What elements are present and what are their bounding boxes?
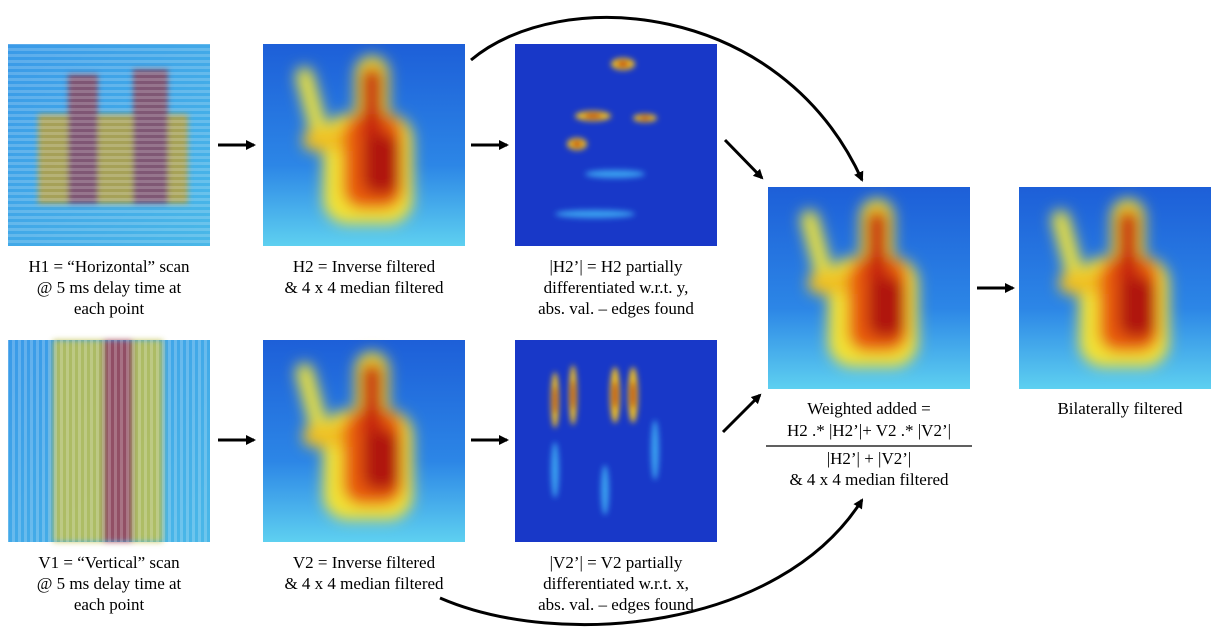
- heatmap-panel: [515, 340, 717, 542]
- edge-core: [553, 386, 557, 414]
- heatmap-panel: [768, 187, 970, 389]
- caption-line: differentiated w.r.t. x,: [543, 574, 689, 593]
- blob: [868, 277, 904, 337]
- caption-line: Bilaterally filtered: [1057, 399, 1183, 418]
- caption-line: differentiated w.r.t. y,: [544, 278, 689, 297]
- edge-blob: [555, 210, 635, 218]
- stripes: [8, 44, 210, 246]
- caption-line: H1 = “Horizontal” scan: [28, 257, 190, 276]
- blob: [363, 430, 399, 490]
- caption-line: & 4 x 4 median filtered: [284, 574, 444, 593]
- heatmap-panel: [515, 44, 717, 246]
- edge-core: [572, 141, 582, 147]
- edge-core: [631, 381, 636, 409]
- edge-core: [613, 381, 618, 409]
- edge-core: [617, 61, 629, 67]
- caption-line: |V2’| = V2 partially: [550, 553, 683, 572]
- heatmap-panel: [263, 340, 465, 542]
- heatmap-panel: [1019, 187, 1211, 389]
- arrow: [723, 395, 760, 432]
- caption-note: & 4 x 4 median filtered: [789, 470, 949, 489]
- edge-core: [639, 116, 651, 120]
- edge-blob: [601, 465, 609, 515]
- caption-line: H2 = Inverse filtered: [293, 257, 436, 276]
- edge-blob: [585, 170, 645, 178]
- caption-line: Weighted added =: [807, 399, 930, 418]
- caption-line: @ 5 ms delay time at: [37, 574, 182, 593]
- arrow: [725, 140, 762, 178]
- caption-line: & 4 x 4 median filtered: [284, 278, 444, 297]
- blob: [1119, 277, 1155, 337]
- stripes: [8, 340, 210, 542]
- caption-line: V2 = Inverse filtered: [293, 553, 436, 572]
- caption-line: V1 = “Vertical” scan: [38, 553, 180, 572]
- fraction-denominator: |H2’| + |V2’|: [827, 449, 912, 468]
- edge-blob: [651, 420, 659, 480]
- heatmap-panel: [8, 340, 210, 542]
- caption-line: abs. val. – edges found: [538, 299, 694, 318]
- edge-blob: [551, 442, 559, 498]
- edge-core: [584, 114, 602, 119]
- caption-line: @ 5 ms delay time at: [37, 278, 182, 297]
- diagram: H1 = “Horizontal” scan @ 5 ms delay time …: [0, 0, 1211, 628]
- blob: [363, 134, 399, 194]
- heatmap-panel: [263, 44, 465, 246]
- caption-line: each point: [74, 595, 145, 614]
- caption-line: abs. val. – edges found: [538, 595, 694, 614]
- edge-core: [571, 380, 575, 410]
- fraction-numerator: H2 .* |H2’|+ V2 .* |V2’|: [787, 421, 951, 440]
- caption-line: |H2’| = H2 partially: [549, 257, 683, 276]
- caption-line: each point: [74, 299, 145, 318]
- heatmap-panel: [8, 44, 210, 246]
